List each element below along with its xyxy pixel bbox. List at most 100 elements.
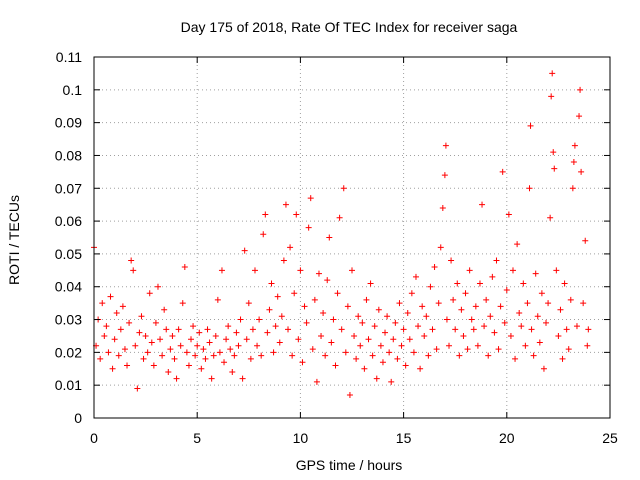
data-point [330, 316, 337, 323]
data-point [419, 303, 426, 310]
data-point [216, 349, 223, 356]
y-tick-label: 0 [74, 410, 82, 426]
data-point [375, 306, 382, 313]
data-point [163, 326, 170, 333]
data-point [229, 369, 236, 376]
data-point [437, 244, 444, 251]
data-point [503, 287, 510, 294]
data-point [489, 273, 496, 280]
x-tick-label: 25 [602, 430, 618, 446]
data-point [470, 326, 477, 333]
axis-ticks [93, 56, 611, 419]
y-tick-label: 0.08 [55, 147, 82, 163]
data-point [384, 313, 391, 320]
data-point [97, 355, 104, 362]
data-point [561, 280, 568, 287]
data-point [351, 332, 358, 339]
data-point [396, 300, 403, 307]
data-point [450, 296, 457, 303]
data-point [297, 267, 304, 274]
x-tick-label: 20 [499, 430, 515, 446]
data-point [392, 319, 399, 326]
data-point [454, 280, 461, 287]
data-point [278, 313, 285, 320]
data-point [266, 306, 273, 313]
data-point [157, 336, 164, 343]
y-axis-title: ROTI / TECUs [6, 195, 22, 285]
data-point [146, 290, 153, 297]
data-point [152, 319, 159, 326]
data-point [282, 201, 289, 208]
data-point [412, 273, 419, 280]
data-point [524, 300, 531, 307]
data-point [439, 204, 446, 211]
plot-border [93, 56, 611, 419]
data-point [188, 336, 195, 343]
x-tick-labels: 0 5 10 15 20 25 [90, 430, 618, 446]
data-point [315, 270, 322, 277]
data-point [534, 313, 541, 320]
data-point [274, 293, 281, 300]
data-point [509, 267, 516, 274]
data-point [540, 365, 547, 372]
data-point [171, 355, 178, 362]
data-point [233, 329, 240, 336]
data-point [148, 339, 155, 346]
data-point [555, 332, 562, 339]
data-point [328, 339, 335, 346]
data-point [441, 172, 448, 179]
data-point [431, 264, 438, 271]
data-point [573, 323, 580, 330]
data-point [99, 300, 106, 307]
data-point [161, 306, 168, 313]
data-point [167, 346, 174, 353]
data-point [528, 326, 535, 333]
data-point [119, 303, 126, 310]
data-point [448, 257, 455, 264]
data-point [567, 296, 574, 303]
data-point [256, 316, 263, 323]
data-point [472, 303, 479, 310]
data-point [526, 185, 533, 192]
data-point [462, 290, 469, 297]
data-point [481, 323, 488, 330]
data-point [565, 346, 572, 353]
data-point [571, 142, 578, 149]
data-point [223, 336, 230, 343]
data-point [410, 349, 417, 356]
data-point [258, 352, 265, 359]
x-tick-label: 5 [193, 430, 201, 446]
data-points [91, 70, 592, 399]
data-point [382, 329, 389, 336]
data-point [311, 296, 318, 303]
data-point [557, 306, 564, 313]
data-point [427, 283, 434, 290]
data-point [493, 257, 500, 264]
data-point [198, 365, 205, 372]
data-point [142, 332, 149, 339]
data-point [204, 326, 211, 333]
data-point [150, 362, 157, 369]
data-point [367, 280, 374, 287]
data-point [361, 365, 368, 372]
x-tick-label: 0 [90, 430, 98, 446]
data-point [260, 231, 267, 238]
data-point [208, 375, 215, 382]
data-point [518, 323, 525, 330]
data-point [522, 342, 529, 349]
data-point [408, 290, 415, 297]
data-point [113, 309, 120, 316]
data-point [549, 70, 556, 77]
data-point [373, 375, 380, 382]
data-point [338, 326, 345, 333]
data-point [578, 168, 585, 175]
data-point [363, 296, 370, 303]
data-point [538, 290, 545, 297]
data-point [585, 326, 592, 333]
data-point [285, 326, 292, 333]
data-point [239, 375, 246, 382]
data-point [101, 332, 108, 339]
data-point [404, 309, 411, 316]
data-point [268, 280, 275, 287]
data-point [218, 267, 225, 274]
